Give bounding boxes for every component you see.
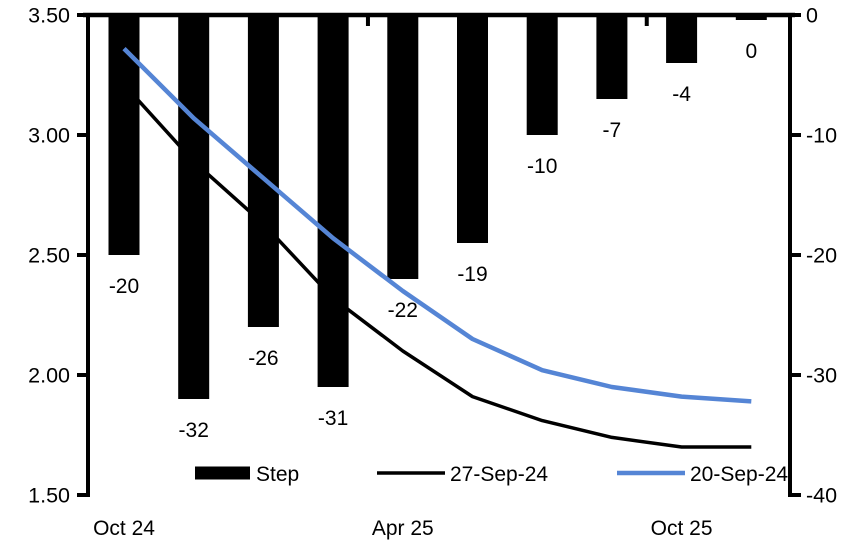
right-axis-tick-label: -20 <box>806 244 837 268</box>
x-axis-tick-label: Oct 24 <box>93 517 155 540</box>
legend-label: 27-Sep-24 <box>450 463 548 486</box>
right-axis-tick-label: 0 <box>806 4 818 28</box>
legend-label: Step <box>256 463 299 486</box>
x-axis-tick-label: Oct 25 <box>651 517 713 540</box>
bar-data-label: -10 <box>527 155 557 178</box>
x-axis-tick-label: Apr 25 <box>372 517 434 540</box>
left-axis-tick-label: 2.50 <box>28 244 70 268</box>
right-axis-tick-label: -40 <box>806 484 837 508</box>
step-bar <box>178 15 210 399</box>
legend-label: 20-Sep-24 <box>690 463 788 486</box>
line-series-27-sep-24 <box>122 83 752 449</box>
bar-data-label: -22 <box>388 299 418 322</box>
line-series-20-sep-24 <box>122 47 752 404</box>
legend-bar-swatch <box>195 466 250 480</box>
left-axis-tick-label: 3.00 <box>28 124 70 148</box>
step-bar <box>526 15 558 135</box>
step-bar <box>317 15 349 387</box>
bar-data-label: -32 <box>179 419 209 442</box>
step-bar <box>457 15 488 243</box>
bar-data-label: -26 <box>248 347 278 370</box>
step-bar <box>596 15 628 99</box>
step-bar <box>387 15 419 279</box>
bar-data-label: -20 <box>109 275 139 298</box>
bar-data-label: 0 <box>745 40 757 63</box>
bar-data-label: -4 <box>672 83 691 106</box>
bar-data-label: -31 <box>318 407 348 430</box>
left-axis-tick-label: 1.50 <box>28 484 70 508</box>
bar-data-label: -7 <box>603 119 622 142</box>
bar-data-label: -19 <box>457 263 487 286</box>
left-axis-tick-label: 3.50 <box>28 4 70 28</box>
right-axis-tick-label: -10 <box>806 124 837 148</box>
step-bar <box>108 15 140 255</box>
left-axis-tick-label: 2.00 <box>28 364 70 388</box>
right-axis-tick-label: -30 <box>806 364 837 388</box>
step-bar <box>735 15 767 20</box>
step-bar <box>666 15 698 63</box>
